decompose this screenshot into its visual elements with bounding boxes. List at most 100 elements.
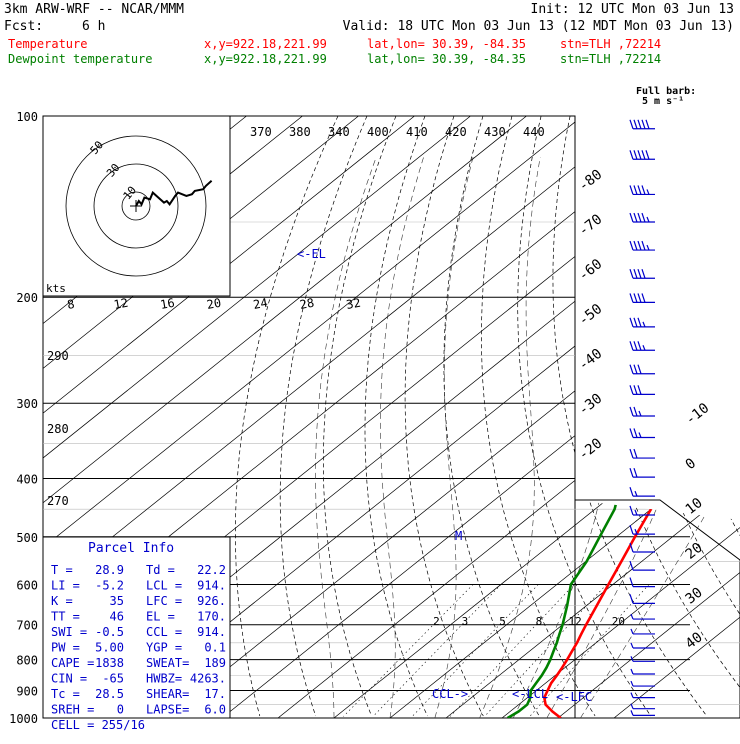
hodograph-speed-label: 12 — [113, 296, 130, 312]
ccl-annotation: CCL-> — [432, 687, 468, 701]
wind-barb — [630, 561, 655, 570]
wind-barb-flag — [630, 341, 633, 350]
wind-barb — [630, 269, 655, 278]
wind-barb — [630, 428, 655, 437]
wind-barb-flag — [634, 150, 637, 159]
pressure-tick-label: 300 — [16, 397, 38, 411]
wind-barb-half — [635, 510, 637, 515]
wind-barb-flag — [642, 185, 645, 194]
wind-barb — [630, 120, 655, 129]
wind-barb-flag — [638, 365, 641, 374]
wind-barb-flag — [630, 506, 633, 515]
hodograph-speed-label: 20 — [206, 296, 223, 312]
parcel-value: 170. — [197, 610, 226, 624]
mixing-ratio-label: 8 — [536, 615, 543, 628]
wind-barb-flag — [646, 120, 649, 129]
parcel-value: 28.5 — [95, 687, 124, 701]
wind-barb — [630, 407, 655, 416]
wind-barb-flag — [634, 213, 637, 222]
wind-barb-flag — [634, 428, 637, 437]
wind-barb-flag — [630, 293, 633, 302]
parcel-key: CAPE = — [51, 656, 94, 670]
wind-barb-flag — [642, 293, 645, 302]
mixing-ratio-label: 12 — [568, 615, 581, 628]
lcl-annotation: <-LCL — [512, 687, 548, 701]
wind-barb-flag — [634, 269, 637, 278]
theta-label: 440 — [523, 125, 545, 139]
parcel-value: 914. — [197, 579, 226, 593]
wind-barb-half — [643, 322, 645, 327]
parcel-key: K = — [51, 594, 73, 608]
fcst-value: 6 h — [82, 19, 105, 34]
isotherm — [614, 116, 740, 718]
parcel-value: -65 — [102, 672, 124, 686]
theta-label: 400 — [367, 125, 389, 139]
wind-barb-half — [631, 710, 633, 715]
parcel-value: 926. — [197, 594, 226, 608]
parcel-value: 28.9 — [95, 563, 124, 577]
diagram-frame-extension — [575, 500, 740, 718]
isotherm-label: 30 — [683, 585, 706, 608]
wind-barb — [630, 318, 655, 327]
wind-barb-flag — [638, 341, 641, 350]
hodograph-speed-label: 24 — [252, 296, 269, 312]
wind-barb-flag — [642, 269, 645, 278]
parcel-key: SREH = — [51, 703, 94, 717]
wind-barb-flag — [642, 213, 645, 222]
wind-barb-half — [647, 245, 649, 250]
temp-legend-stn: stn=TLH ,72214 — [560, 37, 661, 51]
wind-barb-half — [635, 491, 637, 496]
isotherm-label: -30 — [576, 391, 606, 419]
parcel-key: LI = — [51, 579, 80, 593]
parcel-key: SWI = — [51, 625, 87, 639]
wind-barb-flag — [630, 365, 633, 374]
parcel-key: LCL = — [146, 579, 182, 593]
wind-barb-flag — [638, 150, 641, 159]
theta-label: 340 — [328, 125, 350, 139]
parcel-key: PW = — [51, 641, 80, 655]
dry-adiabat — [714, 116, 740, 716]
wind-barb-flag — [630, 468, 633, 477]
wind-barb — [631, 614, 655, 619]
moist-adiabat — [316, 157, 377, 718]
parcel-value: 5.00 — [95, 641, 124, 655]
wind-barb — [631, 681, 655, 686]
valid-time: Valid: 18 UTC Mon 03 Jun 13 (12 MDT Mon … — [343, 19, 734, 34]
theta-label: 430 — [484, 125, 506, 139]
parcel-key: T = — [51, 563, 73, 577]
pressure-tick-label: 400 — [16, 472, 38, 486]
wind-barb-flag — [642, 120, 645, 129]
wind-barb-flag — [638, 213, 641, 222]
wind-barb-half — [647, 217, 649, 222]
parcel-value: 914. — [197, 625, 226, 639]
pressure-tick-label: 500 — [16, 531, 38, 545]
parcel-value: -0.5 — [95, 625, 124, 639]
isotherm-label: 20 — [683, 540, 706, 563]
wind-barb-flag — [630, 241, 633, 250]
dewpoint-profile — [508, 116, 672, 718]
parcel-key: TT = — [51, 610, 80, 624]
wind-barb-half — [631, 614, 633, 619]
wind-barb — [630, 185, 655, 194]
wind-barb-flag — [630, 185, 633, 194]
wind-barb-flag — [630, 525, 633, 534]
isotherm-label: -10 — [683, 400, 713, 428]
parcel-value: 17. — [204, 687, 226, 701]
theta-label: 290 — [47, 349, 69, 363]
wind-barb-half — [647, 189, 649, 194]
wind-barb-half — [631, 629, 633, 634]
parcel-value: 0 — [117, 703, 124, 717]
wind-barb-flag — [634, 318, 637, 327]
theta-label: 420 — [445, 125, 467, 139]
wind-barb-flag — [634, 365, 637, 374]
dry-adiabat — [235, 116, 338, 716]
wind-barb-flag — [638, 241, 641, 250]
pressure-tick-label: 600 — [16, 578, 38, 592]
hodograph-units: kts — [46, 282, 66, 295]
wind-barb — [630, 365, 655, 374]
wind-barb — [631, 710, 655, 715]
pressure-tick-label: 800 — [16, 654, 38, 668]
